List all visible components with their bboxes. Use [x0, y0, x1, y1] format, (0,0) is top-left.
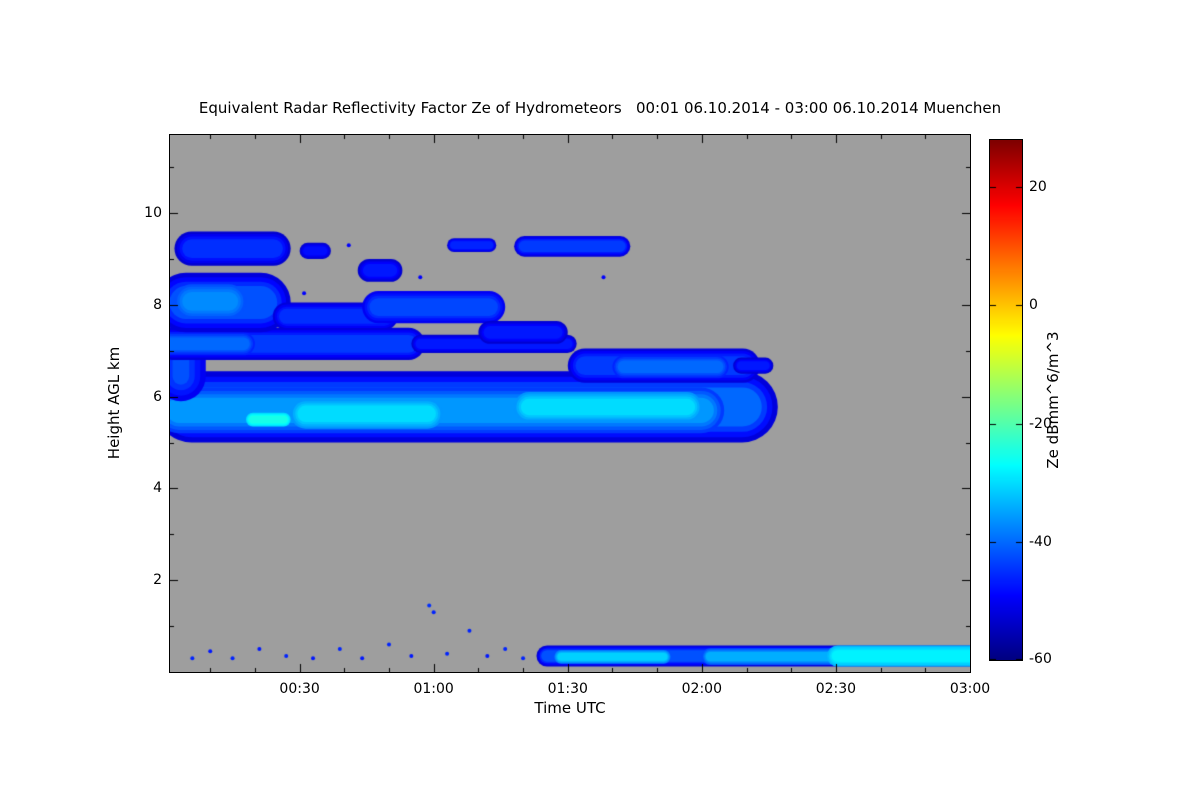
x-axis-label: Time UTC [534, 699, 606, 717]
x-tick-label: 02:30 [815, 681, 857, 697]
x-tick-label: 01:00 [413, 681, 454, 697]
colorbar-tick-label: -60 [1029, 651, 1052, 667]
colorbar-tick-label: 20 [1029, 179, 1047, 195]
colorbar-label: Ze dBmm^6/m^3 [1044, 331, 1062, 469]
heatmap-canvas [170, 135, 970, 672]
colorbar [989, 139, 1023, 661]
y-tick-label: 10 [144, 205, 162, 222]
colorbar-tick-label: 0 [1029, 297, 1038, 313]
colorbar-tick-label: -40 [1029, 534, 1052, 550]
colorbar-canvas [990, 140, 1022, 660]
x-tick-label: 02:00 [681, 681, 722, 697]
y-tick-label: 4 [153, 480, 162, 497]
y-tick-label: 6 [153, 388, 162, 405]
y-axis-label: Height AGL km [105, 346, 123, 460]
chart-title: Equivalent Radar Reflectivity Factor Ze … [198, 99, 1002, 117]
heatmap-plot-area [169, 134, 971, 673]
y-tick-label: 8 [153, 296, 162, 313]
x-tick-label: 03:00 [949, 681, 991, 697]
y-tick-label: 2 [153, 572, 162, 589]
colorbar-tick-label: -20 [1029, 416, 1052, 432]
x-tick-label: 01:30 [547, 681, 588, 697]
x-tick-label: 00:30 [279, 681, 320, 697]
